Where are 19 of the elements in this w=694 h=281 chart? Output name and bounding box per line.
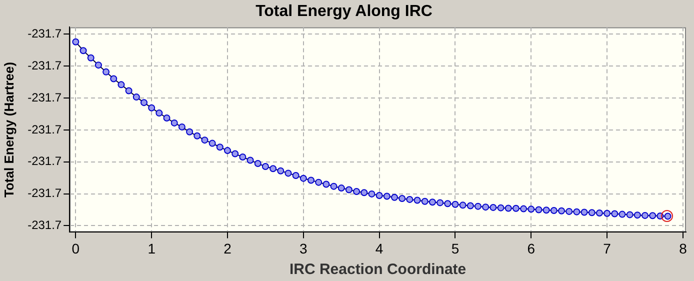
text: -231.7 [28,122,62,136]
x-tick-label: 0 [72,240,80,256]
text: -231.7 [28,90,62,104]
x-axis-title: IRC Reaction Coordinate [289,261,466,278]
x-tick-label: 4 [375,240,384,256]
x-tick-label: 8 [679,240,688,256]
y-axis-title: Total Energy (Hartree) [1,62,16,198]
text: -231.7 [28,154,62,168]
x-tick-label: 6 [527,240,536,256]
text: -231.7 [28,58,62,72]
x-tick-label: 7 [603,240,612,256]
chart-title: Total Energy Along IRC [256,3,433,20]
text: -231.7 [28,186,62,200]
x-tick-label: 1 [148,240,156,256]
x-tick-label: 3 [300,240,308,256]
x-tick-label: 5 [451,240,460,256]
text: -231.7 [28,218,62,232]
text: -231.7 [28,26,62,41]
x-tick-label: 2 [224,240,232,256]
